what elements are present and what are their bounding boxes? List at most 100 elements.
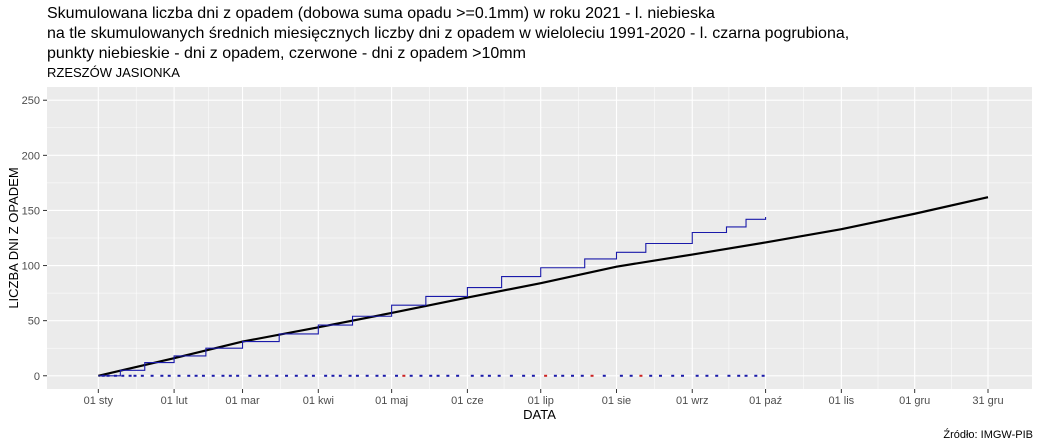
rain-day-mark [236, 374, 240, 377]
rain-day-mark [221, 374, 225, 377]
rain-day-mark [580, 374, 584, 377]
rain-day-mark [695, 374, 699, 377]
rain-day-mark [487, 374, 491, 377]
rain-day-mark [338, 374, 342, 377]
x-tick-label: 01 cze [451, 395, 483, 407]
rain-day-mark [187, 374, 191, 377]
rain-day-mark [133, 374, 137, 377]
x-tick-label: 01 maj [375, 395, 408, 407]
x-tick-label: 01 lis [829, 395, 855, 407]
rain-day-mark [419, 374, 423, 377]
rain-day-mark [177, 374, 181, 377]
rain-day-mark [649, 374, 653, 377]
rain-day-mark [228, 374, 232, 377]
source-caption: Źródło: IMGW-PIB [943, 429, 1033, 441]
rain-day-mark [553, 374, 557, 377]
chart-title-line: punkty niebieskie - dni z opadem, czerwo… [47, 45, 526, 62]
rain-day-mark [395, 374, 399, 377]
rain-day-mark [531, 374, 535, 377]
rain-day-mark [744, 374, 748, 377]
rain-day-mark [265, 374, 269, 377]
x-tick-label: 31 gru [972, 395, 1003, 407]
rain-day-mark [201, 374, 205, 377]
rain-day-mark [294, 374, 298, 377]
rain-day-mark [121, 374, 125, 377]
rain-day-mark [429, 374, 433, 377]
y-axis-title: LICZBA DNI Z OPADEM [6, 167, 21, 308]
x-tick-label: 01 paź [749, 395, 782, 407]
y-tick-label: 0 [34, 371, 40, 383]
rain-day-mark [436, 374, 440, 377]
observed-2021-step-line [98, 217, 767, 377]
rain-day-mark [348, 374, 352, 377]
x-tick-label: 01 sie [602, 395, 631, 407]
rain-day-mark [285, 374, 289, 377]
rain-day-mark [619, 374, 623, 377]
y-tick-label: 100 [22, 261, 40, 273]
rain-day-mark [446, 374, 450, 377]
rain-day-mark [658, 374, 662, 377]
rain-day-mark [365, 374, 369, 377]
x-tick-label: 01 sty [84, 395, 114, 407]
y-tick-label: 150 [22, 205, 40, 217]
rain-day-mark [275, 374, 279, 377]
rain-day-mark [355, 374, 359, 377]
rain-day-mark [101, 374, 105, 377]
rain-day-mark [113, 374, 117, 377]
rain-day-mark [160, 374, 164, 377]
x-tick-label: 01 gru [899, 395, 930, 407]
rain-day-marks [101, 374, 765, 377]
heavy-rain-day-mark [639, 374, 643, 377]
rain-day-mark [140, 374, 144, 377]
rain-day-mark [211, 374, 215, 377]
rain-day-mark [570, 374, 574, 377]
rain-day-mark [522, 374, 526, 377]
rain-day-mark [324, 374, 328, 377]
rain-day-mark [715, 374, 719, 377]
chart-subtitle: RZESZÓW JASIONKA [47, 65, 180, 80]
rain-day-mark [409, 374, 413, 377]
rain-day-mark [761, 374, 765, 377]
rain-day-mark [128, 374, 132, 377]
rain-day-mark [304, 374, 308, 377]
heavy-rain-day-mark [544, 374, 548, 377]
rain-day-mark [106, 374, 110, 377]
rain-day-mark [470, 374, 474, 377]
x-tick-label: 01 mar [225, 395, 260, 407]
chart-title-line: na tle skumulowanych średnich miesięczny… [47, 25, 850, 42]
rain-day-mark [509, 374, 513, 377]
rain-day-mark [258, 374, 262, 377]
rain-day-mark [311, 374, 315, 377]
y-tick-label: 200 [22, 150, 40, 162]
x-tick-label: 01 kwi [303, 395, 334, 407]
chart-title-block: Skumulowana liczba dni z opadem (dobowa … [47, 4, 849, 81]
rain-day-mark [680, 374, 684, 377]
rain-day-mark [629, 374, 633, 377]
y-tick-label: 50 [28, 316, 40, 328]
y-tick-label: 250 [22, 95, 40, 107]
rain-day-mark [497, 374, 501, 377]
rain-day-mark [375, 374, 379, 377]
rain-day-mark [194, 374, 198, 377]
rain-day-mark [248, 374, 252, 377]
rain-day-mark [561, 374, 565, 377]
heavy-rain-day-mark [590, 374, 594, 377]
rain-day-mark [602, 374, 606, 377]
rain-day-mark [737, 374, 741, 377]
x-tick-label: 01 lut [161, 395, 188, 407]
rain-day-mark [727, 374, 731, 377]
x-axis-title: DATA [523, 407, 556, 422]
x-tick-label: 01 wrz [676, 395, 708, 407]
rain-day-mark [456, 374, 460, 377]
heavy-rain-day-mark [402, 374, 406, 377]
rain-day-mark [671, 374, 675, 377]
rain-day-mark [167, 374, 171, 377]
x-tick-label: 01 lip [528, 395, 554, 407]
rain-day-mark [150, 374, 154, 377]
rain-day-mark [480, 374, 484, 377]
chart-title-line: Skumulowana liczba dni z opadem (dobowa … [47, 5, 715, 22]
rain-day-mark [382, 374, 386, 377]
rain-day-mark [331, 374, 335, 377]
rain-day-mark [705, 374, 709, 377]
